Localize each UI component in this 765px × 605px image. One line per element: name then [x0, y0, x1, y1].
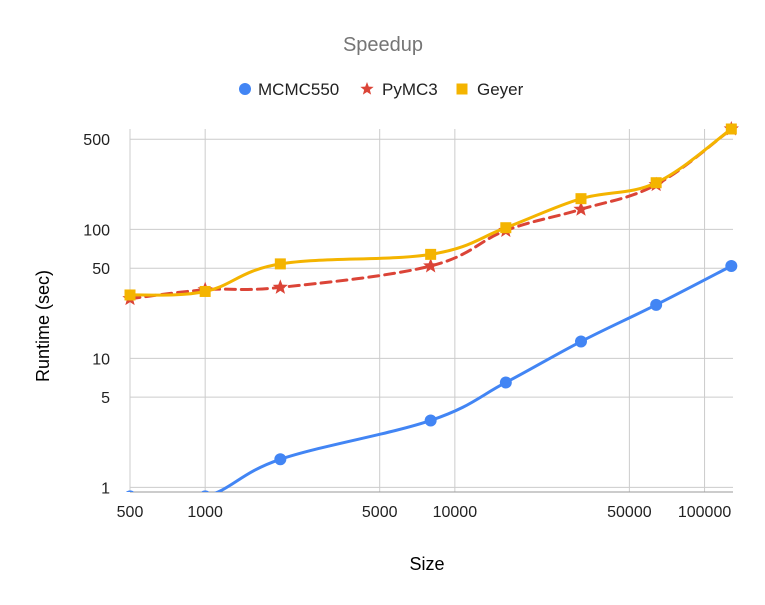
y-tick-label-1: 1: [101, 480, 110, 497]
series-geyer: [124, 123, 737, 301]
data-point-geyer-128000: [725, 123, 737, 135]
x-tick-label-500: 500: [117, 504, 144, 521]
y-tick-label-500: 500: [83, 132, 110, 149]
x-tick-labels: 500 1000 5000 10000 50000 100000: [117, 504, 732, 521]
y-tick-labels: 1 5 10 50 100 500: [83, 132, 110, 497]
data-point-geyer-2000: [274, 258, 286, 270]
x-tick-label-100000: 100000: [678, 504, 731, 521]
y-axis-label: Runtime (sec): [33, 270, 53, 382]
legend-label-pymc3: PyMC3: [382, 80, 438, 99]
data-point-geyer-8000: [425, 248, 437, 260]
legend-marker-pymc3: [360, 82, 374, 95]
series-pymc3: [122, 121, 739, 306]
data-point-mcmc550-128000: [725, 259, 738, 272]
legend-marker-geyer: [456, 83, 468, 95]
chart-title: Speedup: [343, 34, 423, 56]
legend-marker-mcmc550: [239, 83, 251, 95]
data-point-geyer-32000: [575, 193, 587, 205]
data-point-geyer-500: [124, 289, 136, 301]
series-line-geyer: [128, 127, 733, 297]
data-point-pymc3-32000: [573, 201, 589, 216]
data-point-mcmc550-2000: [274, 453, 287, 466]
y-tick-label-10: 10: [92, 351, 110, 368]
series-line-pymc3: [128, 127, 733, 301]
x-tick-label-50000: 50000: [607, 504, 652, 521]
series-layer: [122, 121, 739, 492]
data-point-geyer-16000: [500, 222, 512, 234]
data-point-mcmc550-64000: [650, 298, 663, 311]
x-tick-label-10000: 10000: [433, 504, 478, 521]
series-line-mcmc550: [213, 264, 733, 492]
y-tick-label-5: 5: [101, 390, 110, 407]
data-point-mcmc550-500: [125, 490, 135, 492]
x-axis-label: Size: [409, 554, 444, 574]
data-point-mcmc550-1000: [201, 490, 210, 492]
data-point-pymc3-8000: [423, 258, 439, 273]
x-tick-label-1000: 1000: [187, 504, 223, 521]
data-point-mcmc550-32000: [574, 335, 587, 348]
y-tick-label-50: 50: [92, 261, 110, 278]
y-tick-label-100: 100: [83, 222, 110, 239]
series-mcmc550: [125, 259, 738, 492]
data-point-mcmc550-8000: [424, 414, 437, 427]
x-tick-label-5000: 5000: [362, 504, 398, 521]
legend: MCMC550 PyMC3 Geyer: [239, 80, 524, 99]
data-point-mcmc550-16000: [499, 376, 512, 389]
data-point-pymc3-2000: [272, 279, 288, 294]
legend-label-geyer: Geyer: [477, 80, 524, 99]
data-point-geyer-64000: [650, 177, 662, 189]
data-point-geyer-1000: [199, 285, 211, 297]
legend-label-mcmc550: MCMC550: [258, 80, 339, 99]
